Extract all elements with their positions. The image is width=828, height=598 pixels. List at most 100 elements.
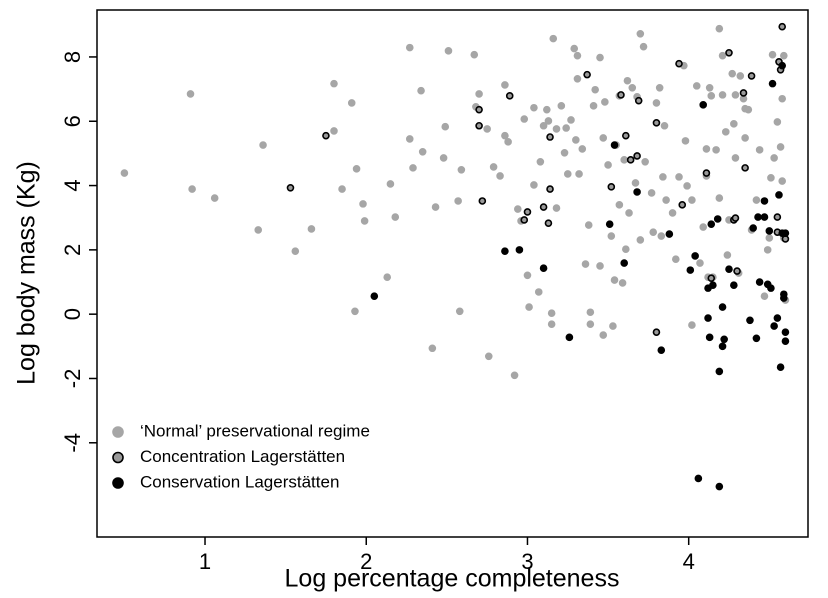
plot-frame	[96, 9, 809, 538]
point	[520, 115, 529, 123]
point	[699, 223, 708, 231]
point	[530, 181, 538, 189]
y-tick-label: 8	[60, 51, 85, 63]
point	[712, 146, 720, 154]
point	[530, 103, 538, 112]
point	[536, 157, 545, 166]
point	[386, 180, 395, 188]
point	[501, 247, 509, 255]
point	[573, 51, 582, 60]
point	[634, 96, 643, 105]
y-axis-label: Log body mass (Kg)	[13, 161, 41, 385]
point	[683, 182, 691, 190]
point	[702, 169, 711, 177]
y-tick-label: 0	[60, 308, 85, 320]
point	[696, 259, 704, 267]
point	[291, 247, 300, 255]
point	[686, 266, 695, 274]
point	[565, 333, 574, 342]
point	[744, 105, 753, 114]
point	[633, 188, 641, 196]
point	[778, 94, 787, 103]
point	[657, 232, 666, 240]
point	[626, 156, 635, 164]
y-tick-label: 4	[60, 179, 85, 191]
point	[731, 91, 740, 99]
point	[483, 125, 491, 133]
point	[254, 226, 263, 234]
point	[501, 131, 509, 140]
point	[767, 284, 775, 292]
point	[665, 230, 674, 238]
point	[607, 232, 616, 240]
point	[649, 228, 658, 236]
point	[589, 102, 598, 110]
point	[739, 89, 748, 97]
point	[773, 213, 782, 221]
point	[352, 165, 361, 173]
point	[351, 307, 359, 316]
point	[668, 209, 677, 217]
point	[715, 24, 724, 33]
point	[731, 154, 740, 162]
point	[604, 161, 612, 169]
point	[607, 183, 616, 191]
point	[636, 236, 645, 244]
point	[546, 185, 554, 193]
point	[599, 134, 608, 142]
point	[652, 99, 661, 107]
point	[694, 474, 703, 483]
point	[633, 152, 641, 160]
point	[778, 177, 787, 185]
point	[754, 213, 762, 221]
point	[591, 85, 599, 94]
point	[534, 288, 543, 296]
point	[544, 219, 553, 227]
point	[338, 185, 346, 193]
point	[562, 124, 570, 132]
point	[583, 70, 591, 79]
point	[417, 86, 425, 95]
point	[752, 334, 761, 343]
point	[547, 309, 556, 318]
point	[675, 173, 683, 181]
point	[688, 321, 696, 329]
point	[718, 51, 727, 60]
point	[702, 145, 711, 153]
point	[688, 196, 696, 204]
point	[520, 216, 529, 224]
point	[707, 92, 716, 100]
point	[657, 346, 666, 354]
point	[781, 229, 790, 237]
point	[444, 47, 453, 55]
point	[322, 131, 330, 140]
point	[713, 215, 722, 223]
y-tick-label: -2	[60, 369, 85, 389]
point	[609, 322, 617, 330]
point	[573, 75, 582, 83]
point	[615, 201, 624, 209]
point	[539, 121, 548, 130]
point	[641, 157, 649, 166]
point	[770, 154, 778, 162]
point	[286, 184, 295, 192]
point	[563, 170, 572, 178]
point	[567, 116, 575, 124]
point	[330, 127, 338, 135]
point	[781, 328, 790, 336]
point	[620, 259, 629, 267]
point	[778, 61, 787, 70]
point	[539, 203, 548, 211]
point	[454, 197, 462, 205]
point	[475, 121, 483, 130]
point	[731, 214, 740, 222]
point	[610, 141, 619, 149]
point	[586, 320, 595, 328]
point	[431, 203, 440, 211]
point	[489, 163, 498, 171]
point	[728, 69, 737, 78]
point	[652, 119, 661, 127]
point	[736, 72, 745, 80]
point	[730, 281, 738, 290]
y-tick-label: 6	[60, 115, 85, 127]
